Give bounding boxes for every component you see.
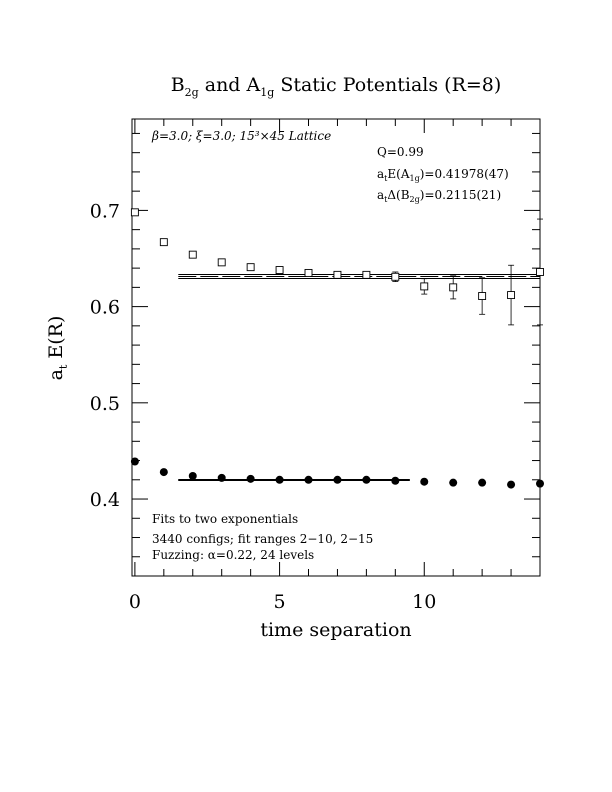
data-point-square: [246, 263, 255, 272]
data-point-circle: [333, 475, 342, 484]
data-point-circle: [217, 473, 226, 482]
data-point-square: [362, 270, 371, 279]
data-point-circle: [275, 475, 284, 484]
y-axis-label: at E(R): [45, 316, 70, 381]
fit-bands: [178, 273, 540, 481]
data-point-circle: [304, 475, 313, 484]
data-points: [130, 208, 544, 489]
db-end: )=0.2115(21): [420, 188, 501, 202]
series-b2g: [130, 208, 544, 326]
data-point-circle: [159, 468, 168, 477]
data-point-circle: [188, 471, 197, 480]
plot-frame: [131, 118, 541, 577]
fit-band: [178, 479, 410, 481]
data-point-square: [275, 266, 284, 275]
data-point-square: [130, 208, 139, 217]
annotation-lattice: β=3.0; ξ=3.0; 15³×45 Lattice: [151, 129, 331, 143]
y-tick-label: 0.5: [90, 393, 120, 415]
ylabel-sub: t: [57, 364, 70, 369]
data-point-square: [507, 291, 516, 300]
annotation-db: atΔ(B2g)=0.2115(21): [377, 188, 501, 204]
data-point-square: [420, 282, 429, 291]
chart-title: B2g and A1g Static Potentials (R=8): [171, 74, 502, 99]
data-point-square: [217, 258, 226, 267]
ea-base: a: [377, 167, 384, 181]
annotation-configs: 3440 configs; fit ranges 2−10, 2−15: [152, 532, 373, 546]
db-base: a: [377, 188, 384, 202]
x-tick-label: 0: [129, 591, 141, 613]
ea-end: )=0.41978(47): [420, 167, 509, 181]
annotation-q: Q=0.99: [377, 145, 424, 159]
data-point-square: [159, 238, 168, 247]
data-point-square: [304, 268, 313, 277]
ylabel-rest: E(R): [45, 316, 67, 365]
title-sub1: 2g: [185, 86, 199, 99]
x-axis-label: time separation: [260, 619, 411, 641]
y-tick-labels: 0.4 0.5 0.6 0.7: [90, 200, 120, 511]
db-sub: t: [384, 195, 388, 204]
title-part3: Static Potentials (R=8): [274, 74, 501, 96]
data-point-circle: [391, 476, 400, 485]
y-tick-label: 0.6: [90, 297, 120, 319]
series-a1g: [130, 457, 544, 489]
data-point-square: [478, 292, 487, 300]
x-tick-label: 5: [274, 591, 286, 613]
data-point-square: [333, 270, 342, 279]
ea-sub: t: [384, 174, 388, 183]
data-point-circle: [362, 475, 371, 484]
data-point-circle: [420, 477, 429, 486]
data-point-circle: [449, 478, 458, 487]
data-point-square: [449, 283, 458, 292]
x-tick-labels: 0 5 10: [129, 591, 437, 613]
data-point-circle: [507, 480, 516, 489]
annotation-fits: Fits to two exponentials: [152, 512, 298, 526]
data-point-circle: [130, 457, 139, 466]
ylabel-base: a: [45, 369, 67, 380]
title-part2: and A: [199, 74, 261, 96]
axis-ticks: [132, 119, 541, 577]
y-tick-label: 0.7: [90, 200, 120, 222]
data-point-circle: [536, 479, 544, 488]
data-point-square: [536, 268, 544, 276]
fit-band: [178, 273, 540, 280]
ea-mid: E(A: [387, 167, 409, 181]
db-sub2: 2g: [410, 195, 420, 204]
title-sub2: 1g: [260, 86, 274, 99]
data-point-circle: [478, 478, 487, 487]
y-tick-label: 0.4: [90, 489, 120, 511]
ea-sub2: 1g: [409, 174, 419, 183]
x-tick-label: 10: [412, 591, 436, 613]
title-part1: B: [171, 74, 185, 96]
data-point-square: [391, 272, 400, 281]
data-point-square: [188, 250, 197, 259]
annotation-fuzzing: Fuzzing: α=0.22, 24 levels: [152, 548, 314, 562]
data-point-circle: [246, 474, 255, 483]
annotation-ea: atE(A1g)=0.41978(47): [377, 167, 509, 183]
db-mid: Δ(B: [387, 188, 409, 202]
